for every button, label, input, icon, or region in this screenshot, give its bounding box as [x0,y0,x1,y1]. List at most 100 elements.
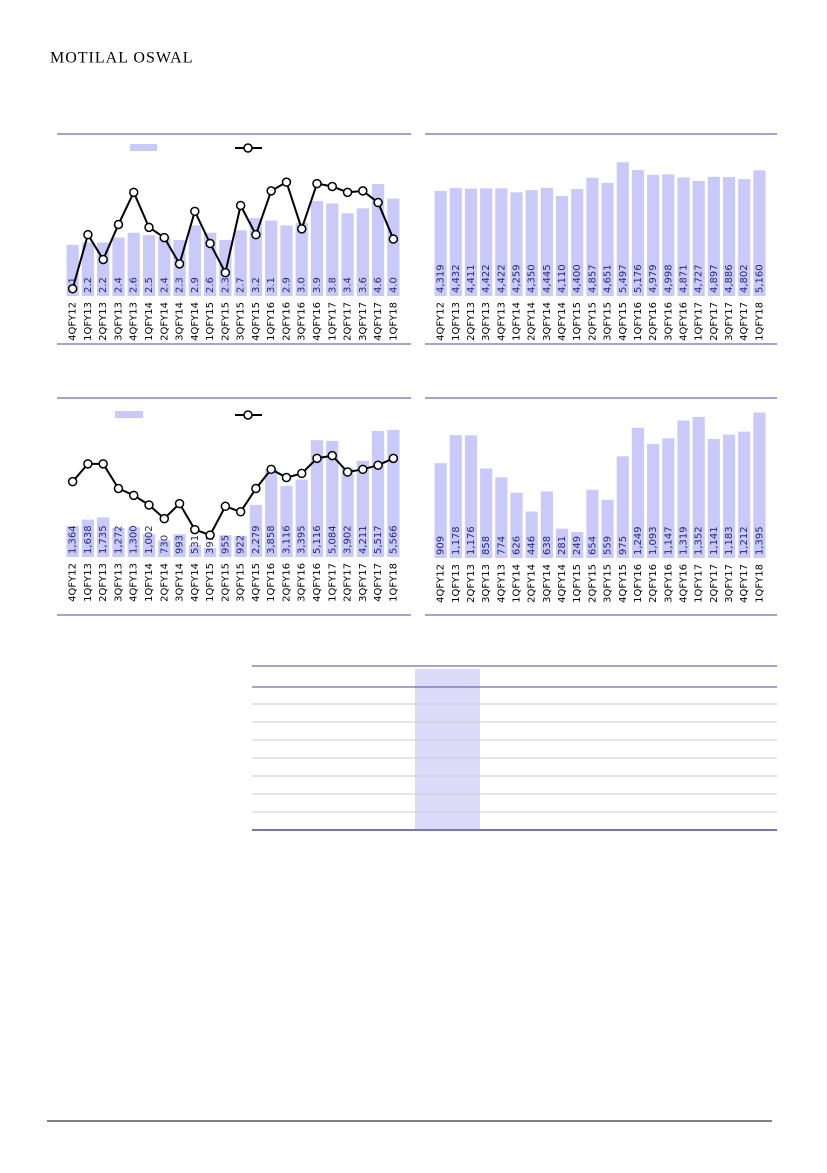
x-tick-label: 2QFY13 [98,302,109,341]
bar [158,540,171,557]
x-tick-label: 4QFY12 [68,302,79,341]
bar [540,491,553,558]
line-marker [281,472,292,483]
line [71,180,395,289]
value-label: 1,319 [679,526,690,555]
value-label: 2.6 [205,277,216,293]
value-label: 4,432 [451,264,462,293]
bar [753,412,766,558]
bar [112,237,125,296]
value-label: 4,897 [709,264,720,293]
x-tick-label: 4QFY14 [190,563,201,602]
bar [495,477,508,558]
x-tick-label: 2QFY16 [648,302,659,341]
value-label: 4,422 [496,264,507,293]
value-label: 4,802 [739,264,750,293]
bar [662,174,675,296]
line-marker [128,187,139,198]
bar [616,456,629,558]
value-label: 4,998 [663,264,674,293]
line [71,454,394,537]
x-tick-label: 3QFY14 [542,302,553,341]
value-label: 391 [205,535,216,554]
line-marker [128,490,139,501]
bar [356,460,369,557]
x-tick-label: 1QFY16 [633,302,644,341]
value-label: 1,249 [633,526,644,555]
legend-marker [243,143,253,153]
x-tick-label: 2QFY16 [281,563,292,602]
value-label: 4,422 [481,264,492,293]
value-label: 1,002 [144,525,155,554]
x-tick-label: 1QFY16 [633,564,644,603]
bar [707,439,720,558]
x-tick-label: 1QFY18 [388,563,399,602]
value-label: 4,857 [587,264,598,293]
x-tick-label: 2QFY17 [343,563,354,602]
x-tick-label: 4QFY17 [739,302,750,341]
value-label: 3.9 [312,277,323,293]
line-marker [144,500,154,510]
x-tick-label: 1QFY17 [694,564,705,603]
value-label: 1,364 [68,525,79,554]
x-tick-label: 3QFY17 [724,302,735,341]
value-label: 4,211 [358,525,369,554]
bar [571,532,584,558]
line-marker [205,530,215,540]
x-tick-label: 3QFY13 [481,302,492,341]
bar [601,182,614,296]
x-tick-label: 4QFY13 [129,302,140,341]
bar [81,519,95,557]
legend-marker [243,410,253,420]
line-marker [388,453,399,464]
x-tick-label: 4QFY16 [312,563,323,602]
x-tick-label: 4QFY12 [68,563,79,602]
x-tick-label: 1QFY14 [144,302,155,341]
bar [234,230,247,296]
x-tick-label: 2QFY14 [527,564,538,603]
x-tick-label: 4QFY13 [129,563,140,602]
bar [677,177,690,296]
x-tick-label: 2QFY16 [281,302,292,341]
x-tick-label: 1QFY13 [83,563,94,602]
line-marker [266,464,276,475]
value-label: 2.5 [144,277,155,293]
bar [265,220,278,296]
value-label: 2.4 [113,277,124,293]
value-label: 3.0 [297,277,308,293]
bar [677,420,690,558]
x-tick-label: 4QFY15 [251,302,262,341]
value-label: 1,183 [724,526,735,555]
line-marker [144,222,154,233]
x-tick-label: 3QFY14 [542,564,553,603]
bar [387,198,400,296]
bar [142,235,156,296]
bar [449,435,462,558]
x-tick-label: 1QFY14 [144,563,155,602]
bar [647,444,660,558]
bar [203,548,217,557]
line-marker [159,232,170,243]
line-marker [67,283,78,294]
x-tick-label: 3QFY16 [297,563,308,602]
value-label: 2.7 [236,277,247,293]
value-label: 5,160 [754,264,765,293]
line-marker [327,450,338,461]
value-label: 446 [527,536,538,555]
value-label: 281 [557,536,568,555]
bar [525,511,538,558]
value-label: 3.6 [358,277,369,293]
line-marker [235,200,246,211]
value-label: 3.4 [343,277,354,293]
line-marker [83,229,93,240]
bar [127,527,140,557]
bar [738,179,751,296]
bar [188,225,201,296]
value-label: 4,886 [724,264,735,293]
line-marker [190,206,200,217]
x-tick-label: 2QFY15 [587,564,598,603]
value-label: 1,300 [129,525,140,554]
x-tick-label: 2QFY13 [98,563,109,602]
x-tick-label: 3QFY13 [113,563,124,602]
